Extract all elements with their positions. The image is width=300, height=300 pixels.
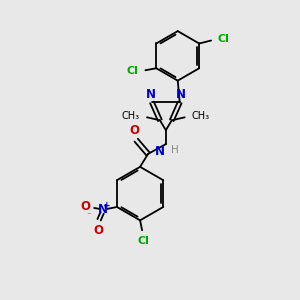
Text: N: N: [146, 88, 156, 101]
Text: ⁻: ⁻: [87, 211, 92, 220]
Text: N: N: [176, 88, 186, 101]
Text: O: O: [129, 124, 139, 137]
Text: Cl: Cl: [137, 236, 149, 246]
Text: Cl: Cl: [217, 34, 229, 44]
Text: N: N: [155, 145, 165, 158]
Text: O: O: [80, 200, 90, 214]
Text: CH₃: CH₃: [192, 111, 210, 121]
Text: H: H: [171, 145, 178, 155]
Text: +: +: [103, 202, 111, 211]
Text: CH₃: CH₃: [122, 111, 140, 121]
Text: O: O: [93, 224, 103, 237]
Text: N: N: [98, 203, 108, 216]
Text: Cl: Cl: [127, 66, 139, 76]
